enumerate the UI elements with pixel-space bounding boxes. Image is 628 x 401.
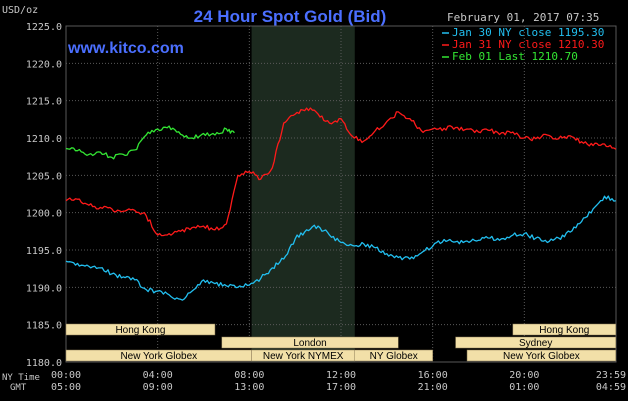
x-tick-label-gmt: 04:59	[596, 382, 626, 393]
x-tick-label-ny: 23:59	[596, 370, 626, 381]
timestamp: February 01, 2017 07:35	[447, 11, 599, 24]
x-tick-label-ny: 00:00	[51, 370, 81, 381]
plot-frame	[65, 25, 617, 363]
session-bar	[466, 349, 617, 362]
y-tick-label: 1190.0	[26, 283, 62, 294]
session-bar	[512, 323, 617, 336]
session-label: New York Globex	[120, 351, 197, 362]
x-tick-label-gmt: 05:00	[51, 382, 81, 393]
series-group	[65, 107, 617, 301]
y-tick-label: 1195.0	[26, 246, 62, 257]
session-label: Hong Kong	[539, 325, 589, 336]
y-tick-label: 1200.0	[26, 209, 62, 220]
y-tick-label: 1180.0	[26, 358, 62, 369]
session-bar	[221, 336, 399, 349]
series-line-jan31	[65, 107, 617, 237]
watermark: www.kitco.com	[67, 40, 184, 57]
x-tick-label-ny: 16:00	[418, 370, 448, 381]
session-label: Hong Kong	[115, 325, 165, 336]
y-tick-label: 1220.0	[26, 59, 62, 70]
legend-entry: Jan 30 NY close 1195.30	[452, 26, 604, 39]
x-tick-label-ny: 12:00	[326, 370, 356, 381]
y-tick-label: 1215.0	[26, 97, 62, 108]
x-tick-label-gmt: 21:00	[418, 382, 448, 393]
legend-entry: Feb 01 Last 1210.70	[452, 50, 578, 63]
session-label: London	[293, 338, 326, 349]
ny-time-label: NY Time	[2, 373, 40, 383]
session-label: New York NYMEX	[263, 351, 344, 362]
x-tick-label-gmt: 01:00	[509, 382, 539, 393]
legend-entry: Jan 31 NY close 1210.30	[452, 38, 604, 51]
session-bars: Hong Kong London New York Globex New York N…	[65, 323, 617, 362]
series-line-jan30	[65, 195, 616, 301]
shaded-region	[251, 26, 355, 362]
x-tick-label-ny: 08:00	[234, 370, 264, 381]
y-tick-label: 1205.0	[26, 171, 62, 182]
y-tick-labels: 1180.0 1185.0 1190.0 1195.0 1200.0 1205.0 1210…	[26, 22, 62, 369]
y-axis-unit: USD/oz	[2, 5, 38, 16]
x-tick-label-gmt: 13:00	[234, 382, 264, 393]
session-label: Sydney	[519, 338, 552, 349]
session-label: New York Globex	[503, 351, 580, 362]
session-label: NY Globex	[370, 351, 418, 362]
y-tick-label: 1225.0	[26, 22, 62, 33]
x-tick-label-gmt: 17:00	[326, 382, 356, 393]
series-line-feb01	[65, 125, 235, 160]
session-bar	[455, 336, 617, 349]
x-tick-label-gmt: 09:00	[143, 382, 173, 393]
chart-title: 24 Hour Spot Gold (Bid)	[194, 7, 387, 26]
y-tick-label: 1185.0	[26, 321, 62, 332]
session-bar	[65, 323, 216, 336]
y-tick-label: 1210.0	[26, 134, 62, 145]
session-bar	[354, 349, 433, 362]
x-tick-label-ny: 04:00	[143, 370, 173, 381]
gmt-label: GMT	[10, 383, 27, 393]
x-tick-label-ny: 20:00	[509, 370, 539, 381]
